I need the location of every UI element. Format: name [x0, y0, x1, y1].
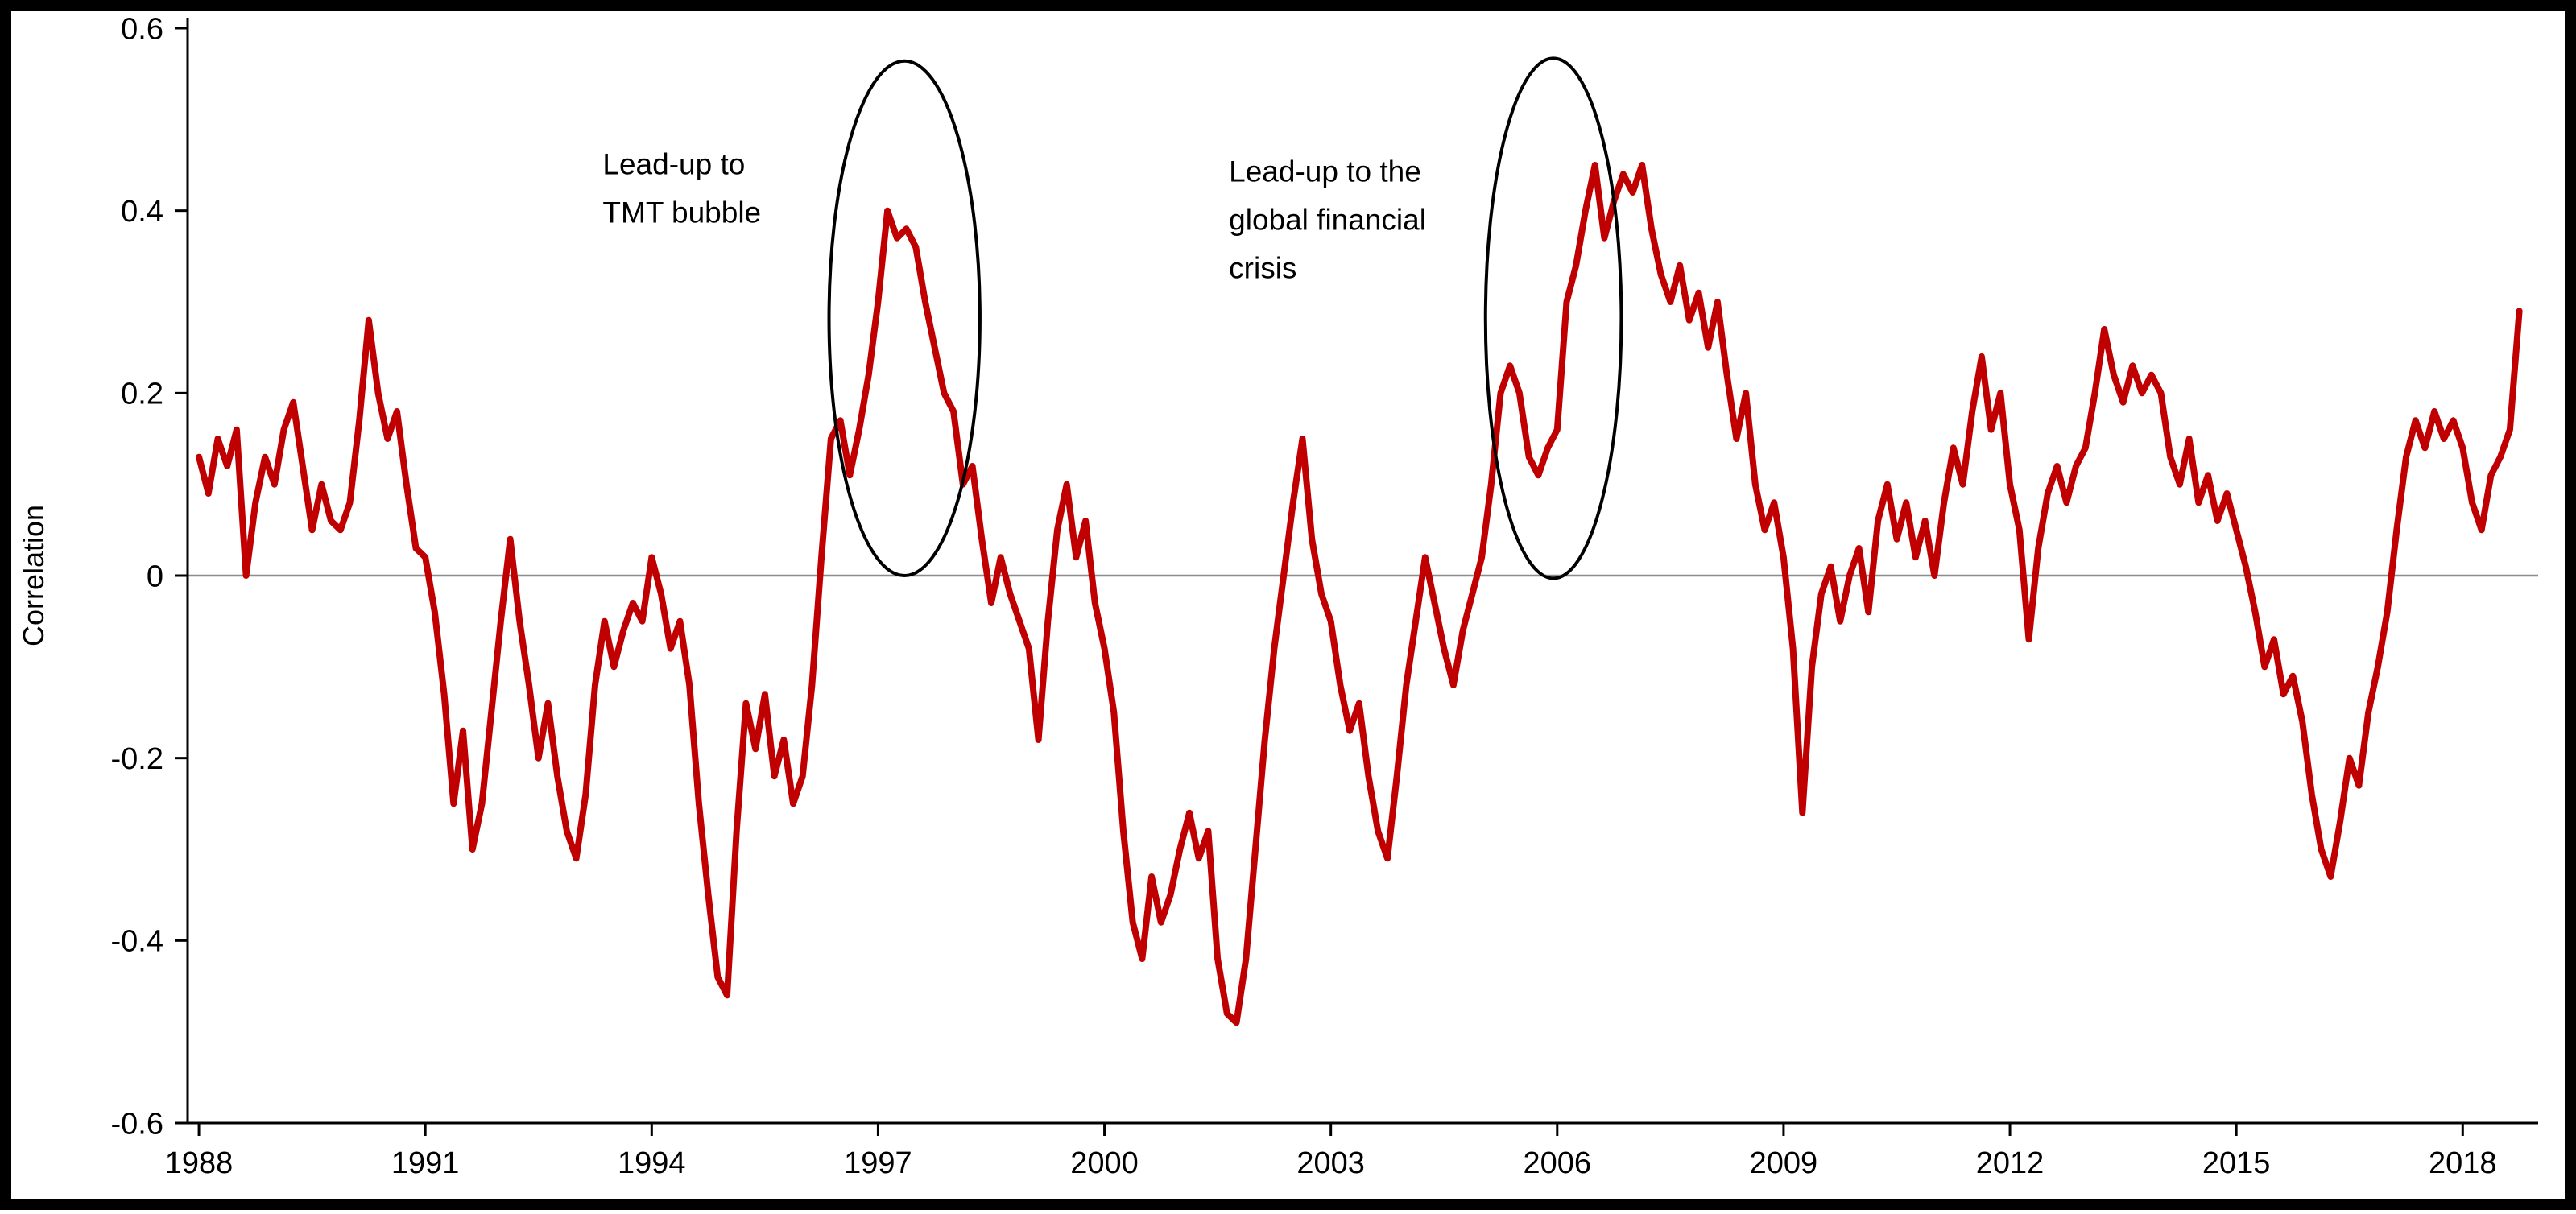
y-tick-label: -0.4 — [111, 925, 163, 959]
x-tick-label: 1997 — [844, 1146, 912, 1180]
y-axis-title: Correlation — [17, 505, 50, 646]
x-tick-label: 1988 — [165, 1146, 234, 1180]
x-tick-label: 1994 — [618, 1146, 686, 1180]
y-tick-label: -0.2 — [111, 742, 163, 776]
annotation-ellipse-gfc-ellipse — [1483, 56, 1623, 580]
x-tick-label: 2006 — [1524, 1146, 1592, 1180]
y-tick-label: 0.6 — [121, 12, 163, 46]
x-tick-label: 2000 — [1070, 1146, 1139, 1180]
x-tick-label: 2018 — [2429, 1146, 2497, 1180]
x-tick-label: 2015 — [2202, 1146, 2271, 1180]
y-tick-label: 0 — [147, 560, 163, 593]
x-tick-label: 2009 — [1750, 1146, 1818, 1180]
x-tick-label: 1991 — [391, 1146, 460, 1180]
y-tick-label: 0.4 — [121, 195, 163, 229]
y-tick-label: 0.2 — [121, 378, 163, 411]
y-tick-label: -0.6 — [111, 1107, 163, 1141]
annotation-text-tmt: Lead-up to TMT bubble — [602, 147, 761, 229]
rolling-correlation-series-path — [196, 162, 2523, 1026]
annotation-text-gfc: Lead-up to the global financial crisis — [1229, 155, 1426, 284]
x-tick-label: 2003 — [1296, 1146, 1365, 1180]
x-tick-label: 2012 — [1976, 1146, 2045, 1180]
annotation-ellipse-tmt-ellipse — [827, 59, 982, 577]
